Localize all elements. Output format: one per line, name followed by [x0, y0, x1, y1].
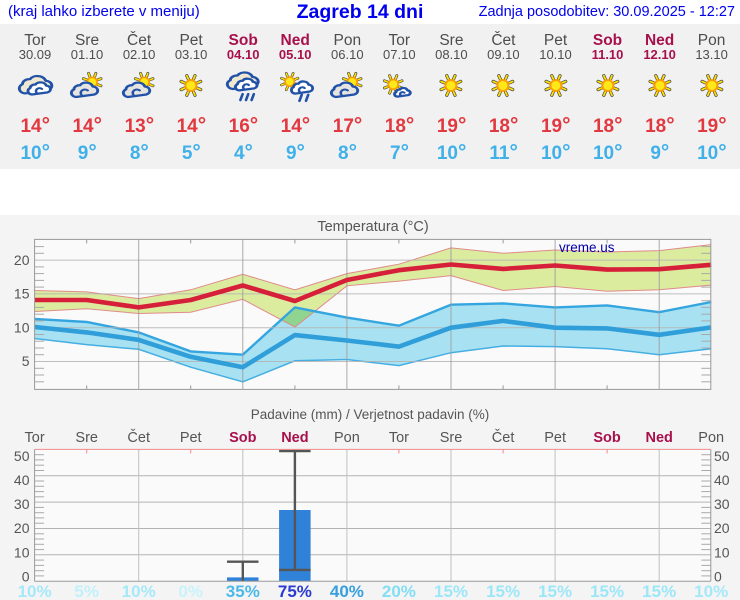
svg-text:10%: 10%: [18, 582, 52, 600]
svg-text:35%: 35%: [226, 582, 260, 600]
svg-text:Ned: Ned: [281, 430, 308, 446]
svg-text:20%: 20%: [382, 582, 416, 600]
svg-text:15%: 15%: [434, 582, 468, 600]
svg-text:20: 20: [14, 252, 30, 268]
svg-text:Sob: Sob: [229, 430, 257, 446]
svg-text:40: 40: [714, 472, 730, 488]
svg-text:Čet: Čet: [127, 429, 150, 446]
svg-text:5: 5: [22, 353, 30, 369]
svg-text:Čet: Čet: [492, 429, 515, 446]
svg-text:15%: 15%: [538, 582, 572, 600]
svg-text:10: 10: [714, 544, 730, 560]
svg-text:Sre: Sre: [440, 430, 463, 446]
svg-text:50: 50: [714, 448, 730, 464]
svg-text:Sob: Sob: [593, 430, 621, 446]
svg-text:20: 20: [14, 520, 30, 536]
svg-text:0: 0: [714, 569, 722, 585]
svg-text:10: 10: [14, 319, 30, 335]
svg-text:15%: 15%: [642, 582, 676, 600]
svg-text:10%: 10%: [122, 582, 156, 600]
svg-text:15%: 15%: [486, 582, 520, 600]
svg-text:30: 30: [714, 496, 730, 512]
svg-text:40%: 40%: [330, 582, 364, 600]
svg-text:75%: 75%: [278, 582, 312, 600]
svg-text:Pet: Pet: [180, 430, 202, 446]
svg-text:10: 10: [14, 544, 30, 560]
svg-text:Pon: Pon: [334, 430, 360, 446]
svg-text:30: 30: [14, 496, 30, 512]
svg-text:20: 20: [714, 520, 730, 536]
svg-text:Padavine (mm) / Verjetnost pad: Padavine (mm) / Verjetnost padavin (%): [251, 407, 490, 422]
svg-text:40: 40: [14, 472, 30, 488]
svg-text:Tor: Tor: [25, 430, 45, 446]
svg-text:15%: 15%: [590, 582, 624, 600]
svg-text:Temperatura (°C): Temperatura (°C): [317, 219, 428, 235]
svg-text:Sre: Sre: [75, 430, 98, 446]
svg-text:Tor: Tor: [389, 430, 409, 446]
svg-text:0: 0: [22, 569, 30, 585]
svg-text:vreme.us: vreme.us: [559, 240, 615, 255]
svg-text:50: 50: [14, 448, 30, 464]
svg-text:10%: 10%: [694, 582, 728, 600]
svg-text:15: 15: [14, 286, 30, 302]
svg-text:Pet: Pet: [544, 430, 566, 446]
svg-text:Pon: Pon: [698, 430, 724, 446]
svg-text:5%: 5%: [74, 582, 99, 600]
svg-text:Ned: Ned: [645, 430, 672, 446]
svg-text:0%: 0%: [178, 582, 203, 600]
